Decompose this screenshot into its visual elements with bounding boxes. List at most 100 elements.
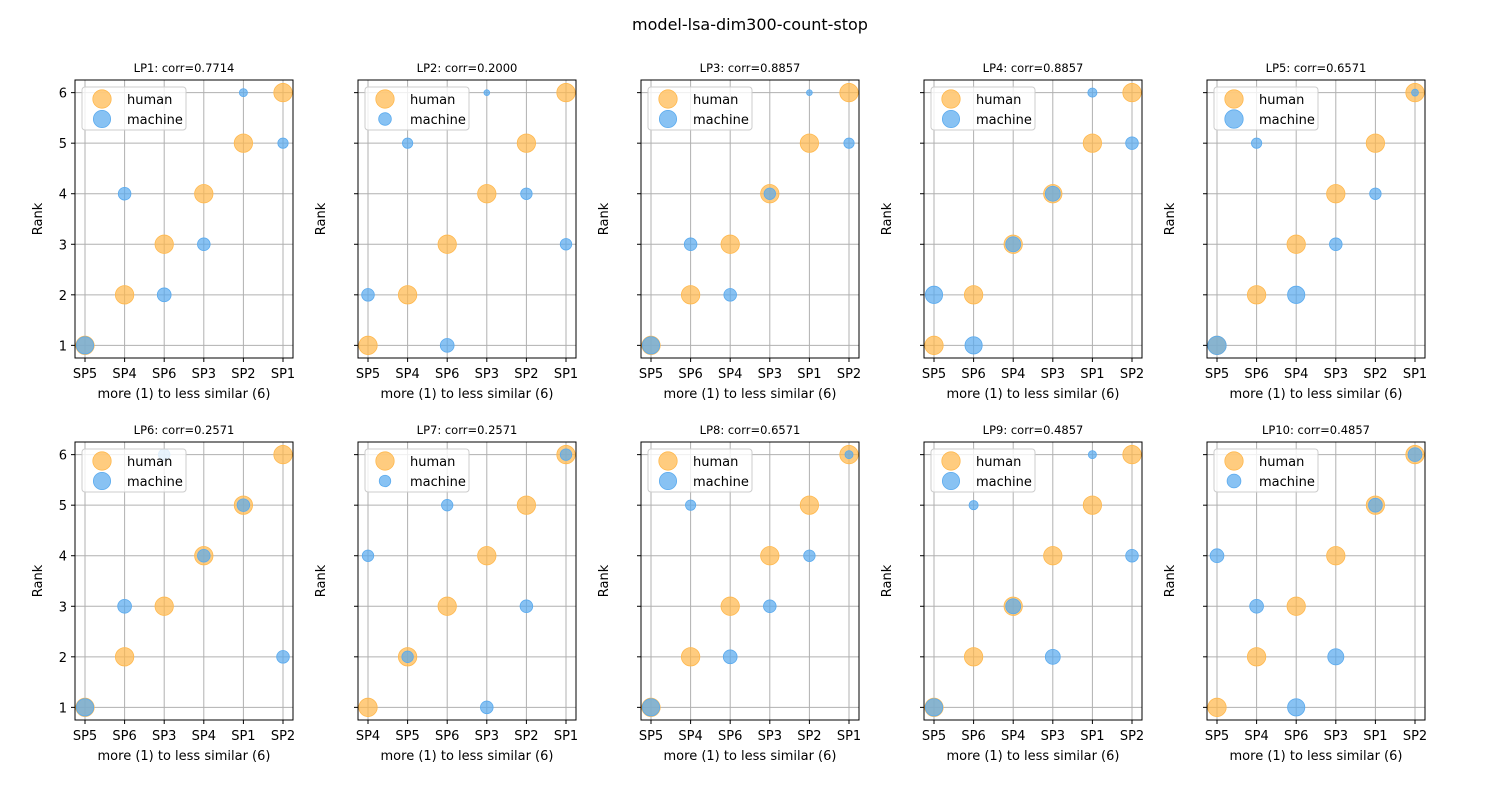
data-point-machine (1087, 450, 1097, 460)
x-tick-label: SP3 (152, 729, 176, 744)
data-point-machine (480, 700, 494, 715)
x-tick-label: SP6 (718, 729, 742, 744)
y-axis-label: Rank (597, 564, 612, 597)
x-tick-label: SP3 (1041, 729, 1065, 744)
y-axis-label: Rank (880, 202, 895, 235)
y-tick-label: 1 (59, 339, 67, 354)
legend-marker-machine (941, 471, 961, 491)
x-tick-label: SP4 (112, 367, 136, 382)
data-point-machine (763, 599, 777, 613)
y-tick-label: 3 (59, 238, 67, 253)
subplot-title: LP7: corr=0.2571 (417, 423, 518, 437)
y-tick-label: 4 (59, 550, 67, 565)
y-axis-label: Rank (1163, 564, 1178, 597)
data-point-machine (519, 599, 534, 613)
data-point-machine (361, 288, 375, 302)
x-tick-label: SP2 (231, 367, 255, 382)
legend-label: machine (410, 113, 466, 128)
data-point-machine (117, 598, 132, 614)
x-tick-label: SP6 (1244, 367, 1268, 382)
data-point-human (437, 596, 457, 616)
legend-marker-human (375, 451, 395, 471)
x-tick-label: SP1 (554, 729, 578, 744)
x-tick-label: SP5 (922, 729, 946, 744)
x-tick-label: SP1 (1363, 729, 1387, 744)
data-point-human (115, 647, 135, 667)
data-point-machine (803, 549, 816, 562)
subplot-title: LP6: corr=0.2571 (134, 423, 235, 437)
x-tick-label: SP2 (514, 367, 538, 382)
x-tick-label: SP2 (1403, 729, 1427, 744)
data-point-human (1122, 445, 1142, 465)
data-point-machine (723, 288, 737, 302)
axes-frame (74, 441, 294, 721)
data-point-human (680, 647, 701, 667)
subplot: SP5 SP6 SP4 SP3 SP1 SP2 LP4: corr=0.8857 more (… (880, 61, 1144, 402)
legend-label: machine (693, 475, 749, 490)
subplot: SP5 SP4 SP6 SP3 SP1 SP2 LP10: corr=0.4857 more … (1163, 423, 1427, 764)
y-axis-label: Rank (1163, 202, 1178, 235)
legend-marker-human (941, 89, 961, 109)
y-tick-label: 4 (59, 188, 67, 203)
data-point-machine (1005, 598, 1022, 615)
data-point-machine (402, 137, 414, 149)
axes-frame (1206, 79, 1426, 359)
x-tick-label: SP6 (678, 367, 702, 382)
data-point-human (924, 335, 944, 355)
legend-marker-human (92, 89, 112, 109)
data-point-machine (441, 499, 454, 512)
x-tick-label: SP4 (1244, 729, 1268, 744)
data-point-machine (1125, 549, 1139, 563)
data-point-human (799, 133, 820, 153)
x-tick-label: SP5 (639, 729, 663, 744)
data-point-machine (924, 698, 944, 717)
x-tick-label: SP2 (514, 729, 538, 744)
legend-marker-machine (658, 109, 678, 129)
legend-label: human (976, 93, 1021, 108)
legend-marker-machine (941, 109, 961, 129)
legend-label: human (1259, 93, 1304, 108)
y-tick-label: 5 (59, 137, 67, 152)
data-point-machine (1369, 187, 1382, 200)
data-point-machine (685, 499, 697, 511)
data-point-machine (968, 500, 979, 511)
x-tick-label: SP1 (1080, 367, 1104, 382)
y-tick-label: 6 (59, 87, 67, 102)
x-tick-label: SP6 (435, 367, 459, 382)
x-tick-label: SP3 (1324, 729, 1348, 744)
x-tick-label: SP1 (1080, 729, 1104, 744)
y-tick-label: 3 (59, 600, 67, 615)
x-tick-label: SP3 (1324, 367, 1348, 382)
x-tick-label: SP3 (475, 729, 499, 744)
data-point-machine (806, 89, 813, 96)
x-tick-label: SP2 (1120, 729, 1144, 744)
x-tick-label: SP4 (356, 729, 380, 744)
data-point-human (1365, 133, 1386, 153)
figure-title: model-lsa-dim300-count-stop (632, 15, 868, 34)
data-point-machine (238, 88, 248, 98)
data-point-machine (641, 698, 661, 717)
data-point-machine (964, 336, 983, 355)
subplot: SP5 SP6 SP4 SP3 SP2 SP1 LP5: corr=0.6571 more (… (1163, 61, 1427, 402)
subplot-title: LP2: corr=0.2000 (417, 61, 518, 75)
subplot: SP5 SP4 SP6 SP3 SP2 SP1 LP2: corr=0.2000 more (… (314, 61, 578, 402)
data-point-human (1122, 83, 1142, 103)
legend-marker-machine (378, 112, 392, 126)
subplot-title: LP3: corr=0.8857 (700, 61, 801, 75)
y-axis-label: Rank (597, 202, 612, 235)
data-point-human (1247, 285, 1267, 305)
data-point-machine (1287, 285, 1306, 304)
data-point-human (1082, 133, 1103, 153)
y-tick-label: 5 (59, 499, 67, 514)
data-point-machine (197, 549, 211, 563)
data-point-human (273, 83, 293, 103)
x-axis-label: more (1) to less similar (6) (664, 749, 837, 764)
data-point-machine (1249, 598, 1264, 614)
x-tick-label: SP4 (192, 729, 216, 744)
subplot-title: LP5: corr=0.6571 (1266, 61, 1367, 75)
legend-marker-machine (92, 471, 112, 491)
x-tick-label: SP1 (797, 367, 821, 382)
x-tick-label: SP1 (271, 367, 295, 382)
